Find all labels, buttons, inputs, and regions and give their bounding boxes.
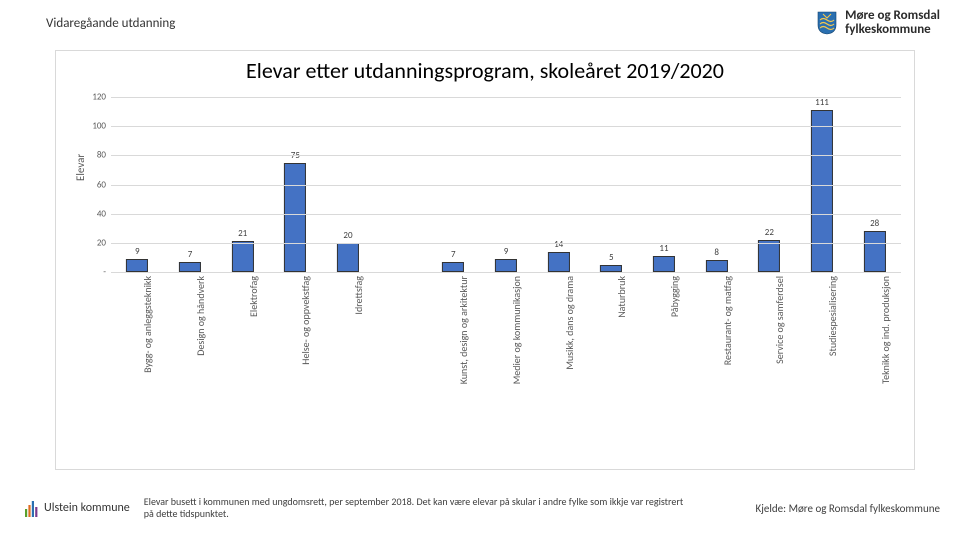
municipality-logo: Ulstein kommune	[24, 499, 130, 517]
category-label: Bygg- og anleggsteknikk	[141, 276, 154, 373]
gridline	[111, 97, 901, 98]
page: Vidaregåande utdanning Møre og Romsdal f…	[0, 0, 960, 540]
gridline	[111, 272, 901, 273]
bar-value-label: 5	[609, 252, 614, 263]
y-tick-label: -	[81, 267, 106, 278]
bar	[758, 240, 780, 272]
bar	[548, 252, 570, 272]
bar	[864, 231, 886, 272]
brand-line1: Møre og Romsdal	[845, 9, 940, 23]
category-label: Elektrofag	[247, 276, 260, 317]
bar	[653, 256, 675, 272]
bar	[495, 259, 517, 272]
category-label: Kunst, design og arkitektur	[457, 276, 470, 384]
category-label: Naturbruk	[615, 276, 628, 318]
category-label: Musikk, dans og drama	[563, 276, 576, 370]
chart-title: Elevar etter utdanningsprogram, skoleåre…	[56, 57, 914, 84]
brand: Møre og Romsdal fylkeskommune	[817, 9, 940, 36]
bar-value-label: 7	[451, 249, 456, 260]
y-tick-label: 120	[81, 92, 106, 103]
category-label: Medier og kommunikasjon	[510, 276, 523, 384]
category-label: Helse- og oppvekstfag	[299, 276, 312, 365]
bar	[232, 241, 254, 272]
y-tick-label: 40	[81, 208, 106, 219]
category-label: Design og håndverk	[194, 276, 207, 356]
y-tick-label: 80	[81, 150, 106, 161]
bar	[126, 259, 148, 272]
bar	[811, 110, 833, 272]
brand-line2: fylkeskommune	[845, 23, 940, 37]
category-label: Studiespesialisering	[826, 276, 839, 356]
topbar: Vidaregåande utdanning Møre og Romsdal f…	[0, 8, 960, 38]
bar	[442, 262, 464, 272]
bar	[337, 243, 359, 272]
bar	[706, 260, 728, 272]
y-tick-label: 60	[81, 179, 106, 190]
gridline	[111, 155, 901, 156]
bar	[284, 163, 306, 272]
category-labels: Bygg- og anleggsteknikk Design og håndver…	[111, 276, 901, 466]
plot-area: 97217520791451182211128 -20406080100120	[111, 97, 901, 272]
category-label: Idrettsfag	[352, 276, 365, 315]
gridline	[111, 243, 901, 244]
footnote: Elevar busett i kommunen med ungdomsrett…	[144, 496, 684, 521]
bar-value-label: 20	[343, 230, 352, 241]
category-label: Påbygging	[668, 276, 681, 317]
gridline	[111, 214, 901, 215]
bar-value-label: 21	[238, 228, 247, 239]
bar-value-label: 22	[765, 227, 774, 238]
brand-text: Møre og Romsdal fylkeskommune	[845, 9, 940, 36]
footer: Ulstein kommune Elevar busett i kommunen…	[0, 482, 960, 534]
bar-value-label: 9	[135, 246, 140, 257]
section-title: Vidaregåande utdanning	[46, 16, 175, 31]
y-tick-label: 20	[81, 237, 106, 248]
category-label: Service og samferdsel	[773, 276, 786, 364]
category-label: Teknikk og ind. produksjon	[879, 276, 892, 384]
y-tick-label: 100	[81, 121, 106, 132]
bar-value-label: 111	[815, 97, 829, 108]
chart-container: Elevar etter utdanningsprogram, skoleåre…	[55, 50, 915, 470]
bar	[179, 262, 201, 272]
bar-value-label: 7	[188, 249, 193, 260]
category-label: Restaurant- og matfag	[721, 276, 734, 365]
bars-icon	[24, 499, 38, 517]
municipality-name: Ulstein kommune	[44, 501, 130, 515]
gridline	[111, 126, 901, 127]
source-text: Kjelde: Møre og Romsdal fylkeskommune	[756, 502, 940, 515]
bar-value-label: 11	[659, 243, 668, 254]
shield-icon	[817, 11, 837, 35]
gridline	[111, 185, 901, 186]
bar-value-label: 28	[870, 218, 879, 229]
bar-value-label: 14	[554, 239, 563, 250]
bar-value-label: 9	[504, 246, 509, 257]
bar-value-label: 8	[714, 247, 719, 258]
bar	[600, 265, 622, 272]
